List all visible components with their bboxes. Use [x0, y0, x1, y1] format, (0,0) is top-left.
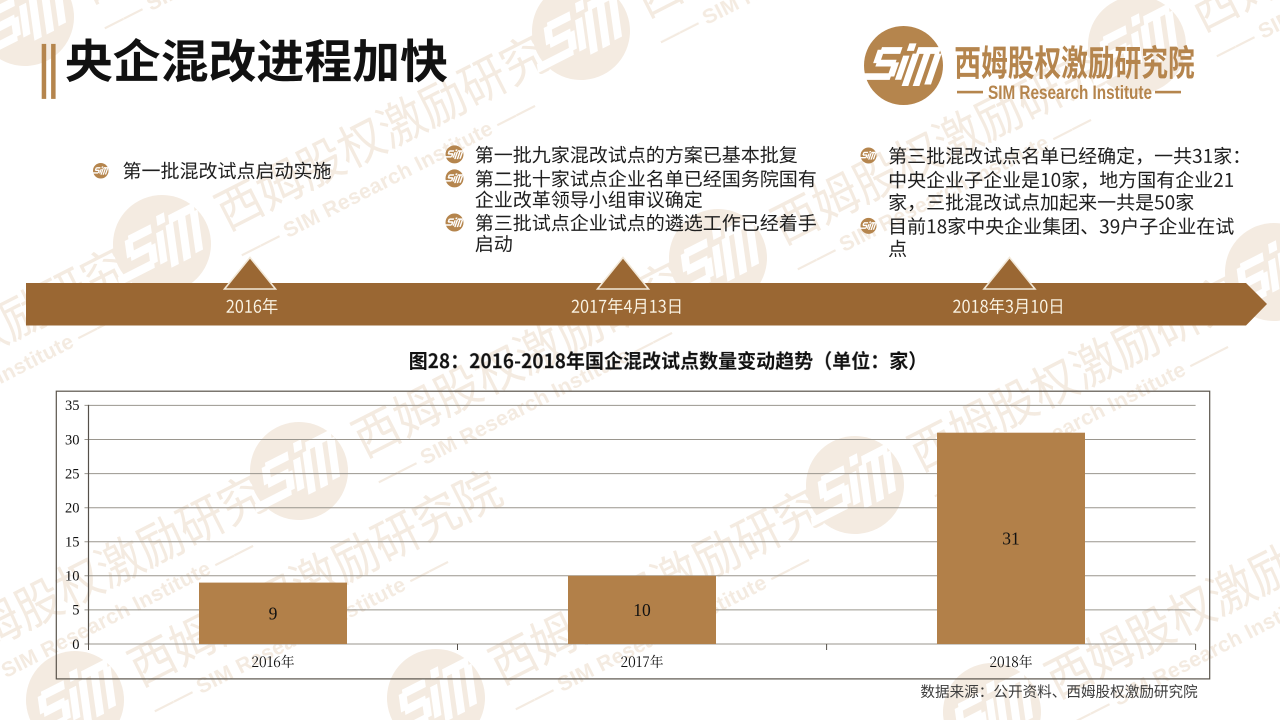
- svg-text:5: 5: [72, 603, 79, 619]
- svg-text:25: 25: [65, 466, 80, 482]
- svg-text:10: 10: [65, 569, 80, 585]
- svg-text:15: 15: [65, 535, 80, 551]
- svg-text:30: 30: [65, 432, 80, 448]
- svg-text:31: 31: [1002, 528, 1020, 548]
- svg-text:9: 9: [269, 603, 278, 623]
- svg-text:10: 10: [633, 600, 651, 620]
- svg-text:SIM Research Institute: SIM Research Institute: [988, 83, 1152, 104]
- svg-text:20: 20: [65, 501, 80, 517]
- svg-text:35: 35: [65, 398, 80, 414]
- svg-text:0: 0: [72, 637, 79, 653]
